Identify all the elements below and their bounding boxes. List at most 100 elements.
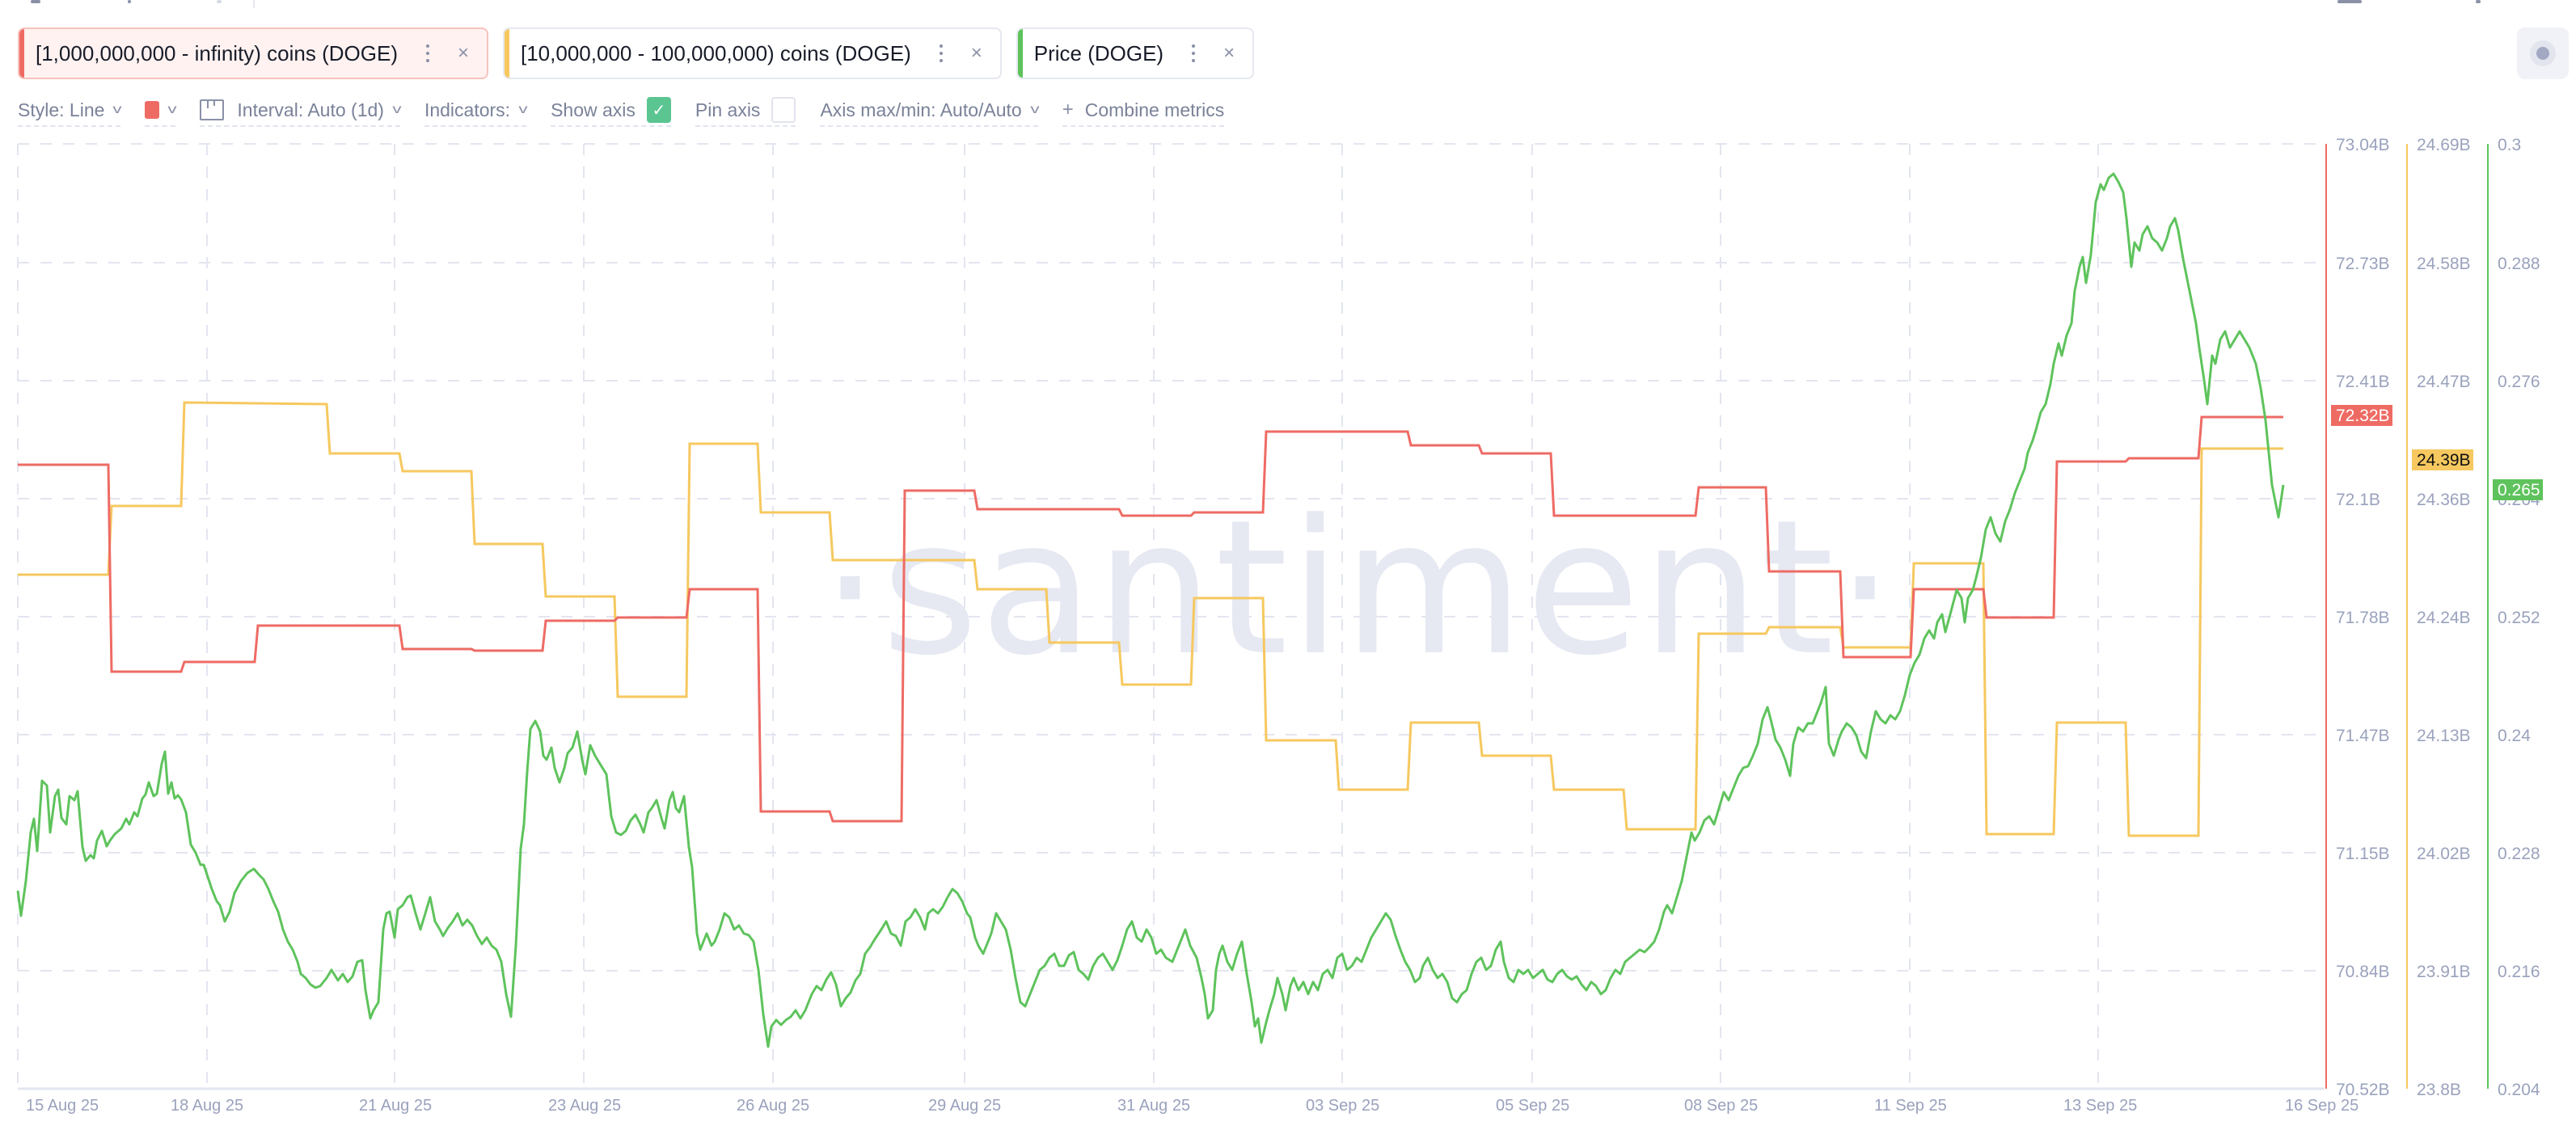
x-axis-label: 21 Aug 25 [359,1097,432,1115]
close-icon[interactable]: × [457,42,469,64]
y-axis-label: 24.69B [2417,136,2471,154]
metric-chip-large-holders[interactable]: [1,000,000,000 - infinity) coins (DOGE) … [18,27,488,79]
more-options-icon[interactable] [939,44,944,62]
pin-axis-label: Pin axis [695,99,761,120]
show-axis-toggle[interactable]: Show axis ✓ [551,95,671,127]
y-axis-label: 71.47B [2336,727,2390,745]
y-axis-label: 24.58B [2417,255,2471,273]
cutoff-fragment [217,0,222,3]
x-axis-label: 08 Sep 25 [1684,1097,1758,1115]
x-axis-label: 31 Aug 25 [1117,1097,1190,1115]
x-axis-label: 23 Aug 25 [548,1097,621,1115]
metric-color-bar [1017,29,1023,78]
last-value-badge-large-holders: 72.32B [2331,405,2392,426]
y-axis-label: 72.1B [2336,491,2380,509]
style-label: Style: Line [18,99,105,120]
series-price-line [16,172,2285,1048]
x-axis-label: 29 Aug 25 [928,1097,1001,1115]
metric-color-bar [19,29,24,78]
y-axis-label: 72.41B [2336,373,2390,391]
color-dropdown[interactable]: v [145,95,178,127]
x-axis-label: 03 Sep 25 [1306,1097,1379,1115]
chart-element [2493,479,2543,500]
show-axis-checkbox[interactable]: ✓ [646,97,671,123]
metric-label: Price (DOGE) [1033,40,1164,65]
y-axis-label: 0.228 [2498,845,2540,863]
y-axis-label: 71.15B [2336,845,2390,863]
show-axis-label: Show axis [551,99,636,120]
chevron-down-icon: v [167,103,178,116]
chevron-down-icon: v [112,103,123,116]
more-options-icon[interactable] [1191,44,1196,62]
checkmark-icon: ✓ [652,101,666,120]
metric-chip-mid-holders[interactable]: [10,000,000 - 100,000,000) coins (DOGE) … [503,27,1002,79]
metric-label: [1,000,000,000 - infinity) coins (DOGE) [36,40,398,65]
chevron-down-icon: v [392,103,402,116]
y-axis-label: 0.252 [2498,609,2540,627]
x-axis-label: 15 Aug 25 [26,1097,99,1115]
y-axis-label: 0.288 [2498,255,2540,273]
y-axis-label: 24.47B [2417,373,2471,391]
y-axis-label: 24.02B [2417,845,2471,863]
close-icon[interactable]: × [1223,42,1235,64]
y-axis-label: 0.204 [2498,1081,2540,1099]
y-axis-label: 24.39B [2417,451,2471,470]
axis-labels-mid-holders: 24.69B 24.58B 24.47B 24.36B 24.24B 24.13… [2417,136,2471,1099]
y-axis-label: 73.04B [2336,136,2390,154]
combine-metrics-button[interactable]: + Combine metrics [1062,95,1225,127]
x-axis-label: 13 Sep 25 [2063,1097,2137,1115]
metric-label: [10,000,000 - 100,000,000) coins (DOGE) [521,40,911,65]
cutoff-fragment [2337,0,2362,3]
chevron-down-icon: v [518,103,528,116]
pin-axis-toggle[interactable]: Pin axis [695,95,796,127]
y-axis-label: 0.276 [2498,373,2540,391]
x-axis-label: 11 Sep 25 [1874,1097,1947,1115]
chart-toolbar: Style: Line v v Interval: Auto (1d) v In… [18,92,1248,129]
axis-maxmin-label: Axis max/min: Auto/Auto [820,99,1022,120]
style-dropdown[interactable]: Style: Line v [18,95,123,127]
axis-labels-large-holders: 73.04B 72.73B 72.41B 72.1B 71.78B 71.47B… [2336,136,2390,1099]
y-axis-label: 24.24B [2417,609,2471,627]
x-axis-label: 16 Sep 25 [2285,1097,2359,1115]
cutoff-fragment [31,0,40,3]
x-axis-labels: 15 Aug 25 18 Aug 25 21 Aug 25 23 Aug 25 … [26,1097,2359,1115]
last-value-badge-mid-holders: 24.39B [2412,449,2473,470]
y-axis-label: 70.84B [2336,963,2390,981]
series-large-holders-line [18,415,2283,823]
metric-color-bar [505,29,509,78]
more-options-icon[interactable] [425,44,430,62]
pin-axis-checkbox[interactable] [771,97,796,123]
color-swatch [145,101,160,119]
interval-label: Interval: Auto (1d) [237,99,384,120]
y-axis-label: 71.78B [2336,609,2390,627]
y-axis-label: 72.73B [2336,255,2390,273]
divider [253,0,255,8]
plus-icon: + [1062,99,1074,120]
y-axis-label: 24.13B [2417,727,2471,745]
metric-chip-price[interactable]: Price (DOGE) × [1016,27,1255,79]
settings-dot-icon [2530,40,2556,66]
top-cutoff-strip [0,0,2576,10]
metrics-bar: [1,000,000,000 - infinity) coins (DOGE) … [18,27,1255,79]
chevron-down-icon: v [1030,103,1040,116]
y-axis-label: 24.36B [2417,491,2471,509]
cutoff-fragment [128,0,131,3]
interval-dropdown[interactable]: Interval: Auto (1d) v [200,95,402,127]
y-axis-label: 23.91B [2417,963,2471,981]
x-axis-label: 05 Sep 25 [1496,1097,1569,1115]
axis-maxmin-dropdown[interactable]: Axis max/min: Auto/Auto v [820,95,1040,127]
chart-element [2331,405,2392,426]
y-axis-label: 0.24 [2498,727,2531,745]
close-icon[interactable]: × [970,42,982,64]
y-axis-label: 0.3 [2498,136,2521,154]
last-value-badge-price: 0.265 [2493,479,2543,500]
x-axis-label: 26 Aug 25 [737,1097,809,1115]
y-axis-label: 23.8B [2417,1081,2461,1099]
indicators-dropdown[interactable]: Indicators: v [424,95,528,127]
cutoff-fragment [2476,0,2481,3]
chart-element [2412,449,2473,470]
chart-settings-button[interactable] [2517,27,2569,79]
indicators-label: Indicators: [424,99,511,120]
combine-metrics-label: Combine metrics [1084,99,1225,120]
